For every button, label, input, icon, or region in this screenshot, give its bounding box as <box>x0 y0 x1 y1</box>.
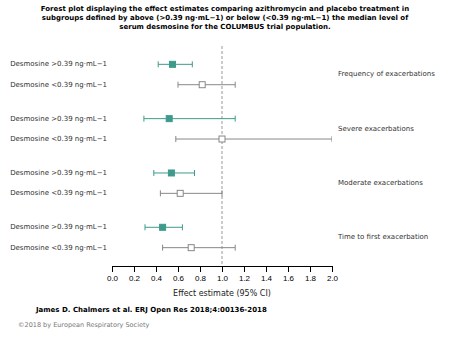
row-label: Desmosine <0.39 ng·mL−1 <box>10 81 107 89</box>
tick: 1.2 <box>239 266 251 283</box>
tick-mark <box>244 266 245 272</box>
copyright: ©2018 by European Respiratory Society <box>18 321 150 329</box>
tick-mark <box>112 266 113 272</box>
tick-label: 0.4 <box>151 274 163 283</box>
error-bar <box>144 118 235 119</box>
series <box>144 61 235 230</box>
tick: 1.0 <box>217 266 229 283</box>
title: Forest plot displaying the effect estima… <box>41 5 409 13</box>
tick: 0.0 <box>107 266 119 283</box>
row-label: Desmosine >0.39 ng·mL−1 <box>10 223 107 231</box>
tick-label: 0.6 <box>173 274 185 283</box>
error-bar <box>178 84 235 85</box>
plot-area <box>144 46 332 266</box>
error-cap <box>153 170 154 176</box>
axis-line <box>113 267 333 273</box>
group-label: Frequency of exacerbations <box>338 70 435 78</box>
error-cap <box>182 224 183 230</box>
tick-mark <box>310 266 311 272</box>
tick-label: 1.8 <box>305 274 317 283</box>
tick-label: 0.0 <box>107 274 119 283</box>
tick-label: 1.2 <box>239 274 251 283</box>
tick: 1.8 <box>305 266 317 283</box>
error-cap <box>160 190 161 196</box>
error-bar <box>160 193 222 194</box>
tick: 0.8 <box>195 266 207 283</box>
row-label: Desmosine <0.39 ng·mL−1 <box>10 189 107 197</box>
error-cap <box>332 136 333 142</box>
point <box>168 170 174 176</box>
reference-line <box>222 46 223 266</box>
row-label: Desmosine >0.39 ng·mL−1 <box>10 60 107 68</box>
tick-mark <box>156 266 157 272</box>
citation: James D. Chalmers et al. ERJ Open Res 20… <box>35 306 267 314</box>
tick-mark <box>134 266 135 272</box>
error-bar <box>163 247 236 248</box>
point <box>219 136 225 142</box>
point <box>177 190 183 196</box>
tick-label: 1.4 <box>261 274 273 283</box>
error-cap <box>194 170 195 176</box>
tick-label: 0.8 <box>195 274 207 283</box>
error-bar <box>176 139 332 140</box>
group-label: Severe exacerbations <box>338 125 414 133</box>
group-label: Time to first exacerbation <box>337 233 428 241</box>
point <box>188 245 194 251</box>
error-cap <box>235 245 236 251</box>
tick-mark <box>178 266 179 272</box>
tick: 0.4 <box>151 266 163 283</box>
tick: 0.2 <box>129 266 141 283</box>
tick-label: 1.0 <box>217 274 229 283</box>
tick-mark <box>332 266 333 272</box>
error-cap <box>143 116 144 122</box>
tick-mark <box>222 266 223 272</box>
title: serum desmosine for the COLUMBUS trial p… <box>119 23 330 31</box>
tick-label: 0.2 <box>129 274 141 283</box>
error-cap <box>145 224 146 230</box>
error-cap <box>235 116 236 122</box>
error-cap <box>162 245 163 251</box>
series <box>160 82 332 251</box>
row-label: Desmosine >0.39 ng·mL−1 <box>10 115 107 123</box>
x-axis: 0.0 0.2 0.4 0.6 0.8 1.0 1.2 1.4 1.6 1.8 2.0 <box>107 266 339 283</box>
tick-mark <box>200 266 201 272</box>
tick-mark <box>266 266 267 272</box>
row-label: Desmosine >0.39 ng·mL−1 <box>10 169 107 177</box>
title: subgroups defined by above (>0.39 ng·mL−… <box>42 14 409 22</box>
chart: Forest plot displaying the effect estima… <box>0 0 450 338</box>
point <box>160 224 166 230</box>
tick-label: 1.6 <box>283 274 295 283</box>
tick: 1.4 <box>261 266 273 283</box>
tick: 1.6 <box>283 266 295 283</box>
error-cap <box>235 82 236 88</box>
point <box>199 82 205 88</box>
point <box>170 61 176 67</box>
tick: 0.6 <box>173 266 185 283</box>
error-cap <box>175 136 176 142</box>
error-cap <box>192 61 193 67</box>
row-label: Desmosine <0.39 ng·mL−1 <box>10 135 107 143</box>
point <box>166 116 172 122</box>
error-cap <box>178 82 179 88</box>
x-axis-title: Effect estimate (95% CI) <box>173 289 271 298</box>
group-label: Moderate exacerbations <box>338 179 423 187</box>
tick-mark <box>288 266 289 272</box>
row-label: Desmosine <0.39 ng·mL−1 <box>10 244 107 252</box>
error-cap <box>158 61 159 67</box>
tick: 2.0 <box>327 266 339 283</box>
error-cap <box>222 190 223 196</box>
tick-label: 2.0 <box>327 274 339 283</box>
